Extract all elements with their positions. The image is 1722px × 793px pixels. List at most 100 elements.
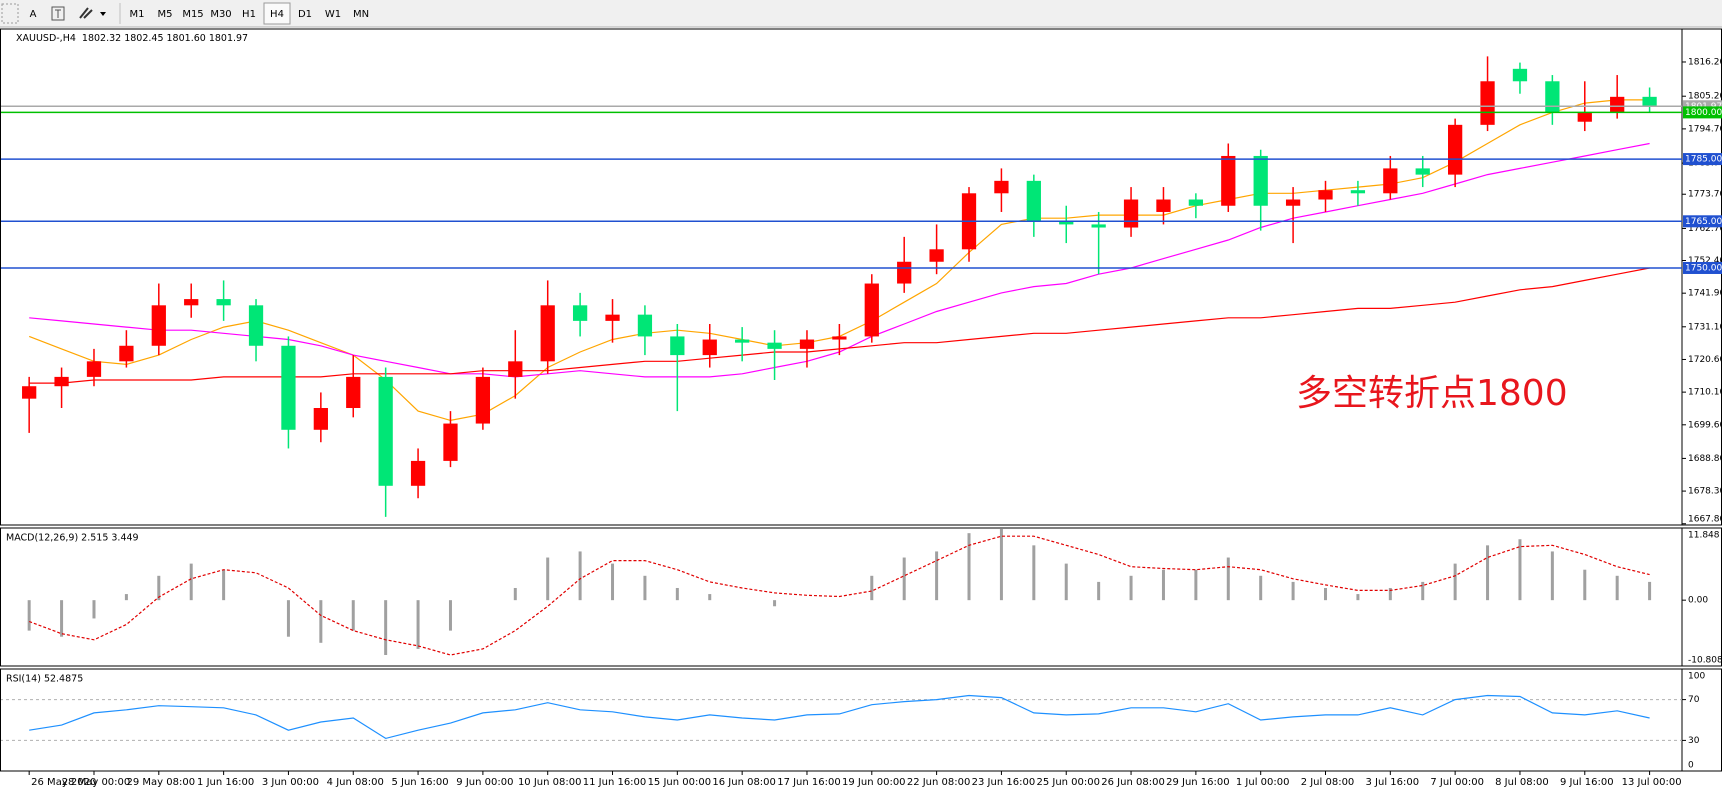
- timeframe-button[interactable]: M1: [130, 9, 145, 20]
- timeframe-button[interactable]: W1: [325, 9, 341, 20]
- x-tick-label: 3 Jun 00:00: [262, 777, 319, 788]
- y-tick-label: 1805.20: [1688, 92, 1722, 102]
- macd-bar: [1518, 539, 1522, 601]
- timeframe-label: MN: [353, 9, 369, 20]
- annotation: 多空转折点1800: [1296, 373, 1568, 414]
- candle-body: [1156, 199, 1171, 212]
- objects-tool[interactable]: [79, 7, 106, 19]
- x-tick-label: 9 Jul 16:00: [1560, 777, 1614, 788]
- pane-content: [27, 529, 1652, 656]
- toolbar-bg: [0, 0, 1722, 27]
- indicator-title: MACD(12,26,9) 2.515 3.449: [6, 533, 139, 544]
- timeframe-button[interactable]: M30: [210, 9, 231, 20]
- price-level-tag: [1683, 106, 1722, 119]
- y-tick-label: 1762.70: [1688, 224, 1722, 234]
- timeframe-button[interactable]: MN: [353, 9, 369, 20]
- timeframe-label: H1: [242, 9, 256, 20]
- x-tick-label: 29 May 08:00: [127, 777, 196, 788]
- timeframe-button[interactable]: M5: [158, 9, 173, 20]
- macd-bar: [1583, 569, 1587, 601]
- y-tick-label: 11.848: [1688, 531, 1720, 541]
- pane: 1816.201805.201794.701783.701773.701762.…: [0, 28, 1722, 788]
- timeframe-button[interactable]: H4: [263, 2, 291, 25]
- y-tick-label: 1794.70: [1688, 124, 1722, 134]
- timeframe-button[interactable]: H1: [242, 9, 256, 20]
- macd-bar: [1161, 569, 1165, 601]
- y-tick-label: 1667.80: [1688, 515, 1722, 525]
- font-tool-label: A: [30, 9, 37, 20]
- macd-bar: [773, 600, 777, 607]
- candle-body: [897, 261, 912, 284]
- pane-content: [1, 694, 1682, 741]
- x-tick-label: 15 Jun 00:00: [648, 777, 712, 788]
- macd-bar: [286, 600, 290, 637]
- y-tick-label: 1688.80: [1688, 454, 1722, 464]
- macd-bar: [319, 600, 323, 643]
- candle-body: [216, 299, 231, 306]
- price-level-label: 1785.00: [1685, 155, 1722, 165]
- candle-body: [184, 299, 199, 306]
- y-tick-label: 30: [1688, 736, 1700, 746]
- x-tick-label: 5 Jun 16:00: [391, 777, 448, 788]
- x-tick-label: 26 Jun 08:00: [1101, 777, 1165, 788]
- pane: 100 70 30 0 RSI(14) 52.4875: [0, 668, 1722, 772]
- macd-bar: [1291, 581, 1295, 601]
- candle-body: [508, 361, 523, 377]
- macd-bar: [546, 557, 550, 601]
- candle-body: [346, 376, 361, 409]
- x-tick-label: 1 Jun 16:00: [197, 777, 254, 788]
- macd-bar: [967, 533, 971, 601]
- macd-bar: [27, 600, 31, 631]
- candle-body: [443, 423, 458, 461]
- candle-body: [1512, 68, 1528, 82]
- macd-bar: [999, 529, 1003, 601]
- candle-body: [1253, 155, 1268, 206]
- macd-bar: [1453, 563, 1457, 601]
- font-tool[interactable]: A: [30, 9, 37, 20]
- y-tick-label: 1741.90: [1688, 289, 1722, 299]
- macd-bar: [416, 600, 420, 649]
- macd-bar: [1550, 551, 1554, 601]
- macd-bar: [222, 569, 226, 601]
- x-tick-label: 23 Jun 16:00: [972, 777, 1036, 788]
- macd-bar: [1129, 575, 1133, 601]
- macd-bar: [675, 587, 679, 601]
- candle-body: [248, 305, 264, 346]
- x-tick-label: 13 Jul 00:00: [1622, 777, 1682, 788]
- candle-body: [929, 249, 944, 262]
- x-tick-label: 7 Jul 00:00: [1430, 777, 1484, 788]
- timeframe-button[interactable]: D1: [298, 9, 312, 20]
- timeframe-label: H4: [270, 9, 284, 20]
- price-level-label: 1800.00: [1685, 108, 1722, 118]
- x-tick-label: 8 Jul 08:00: [1495, 777, 1549, 788]
- x-tick-label: 3 Jul 16:00: [1366, 777, 1420, 788]
- timeframes: M1 M5 M15 M30 H1 H4 D1 W1 MN: [130, 2, 369, 25]
- timeframe-label: D1: [298, 9, 312, 20]
- indicator-title: RSI(14) 52.4875: [6, 674, 83, 685]
- candle-body: [1415, 168, 1430, 175]
- candle-body: [605, 314, 620, 321]
- macd-bar: [384, 600, 388, 655]
- timeframe-label: W1: [325, 9, 341, 20]
- candle-body: [119, 345, 134, 362]
- timeframe-button[interactable]: M15: [182, 9, 203, 20]
- candle-body: [1026, 180, 1041, 222]
- x-tick-label: 2 Jul 08:00: [1301, 777, 1355, 788]
- quote: 1802.32 1802.45 1801.60 1801.97: [82, 33, 248, 44]
- symbol-title: XAUUSD-,H4: [16, 33, 76, 44]
- macd-bar: [124, 594, 128, 601]
- x-tick-label: 9 Jun 00:00: [456, 777, 513, 788]
- y-tick-label: 1699.60: [1688, 420, 1722, 430]
- macd-signal: [28, 535, 1650, 656]
- x-tick-label: 1 Jul 00:00: [1236, 777, 1290, 788]
- macd-bar: [92, 600, 96, 619]
- x-tick-label: 26 May 2020: [31, 777, 96, 788]
- x-tick-label: 10 Jun 08:00: [518, 777, 582, 788]
- y-tick-label: 100: [1688, 672, 1705, 682]
- candle-body: [313, 408, 328, 430]
- timeframe-label: M30: [210, 9, 231, 20]
- cursor-tool[interactable]: [1, 3, 19, 24]
- text-tool[interactable]: [51, 6, 65, 21]
- chart-header: XAUUSD-,H4 1802.32 1802.45 1801.60 1801.9…: [16, 33, 248, 44]
- candle-body: [281, 345, 296, 430]
